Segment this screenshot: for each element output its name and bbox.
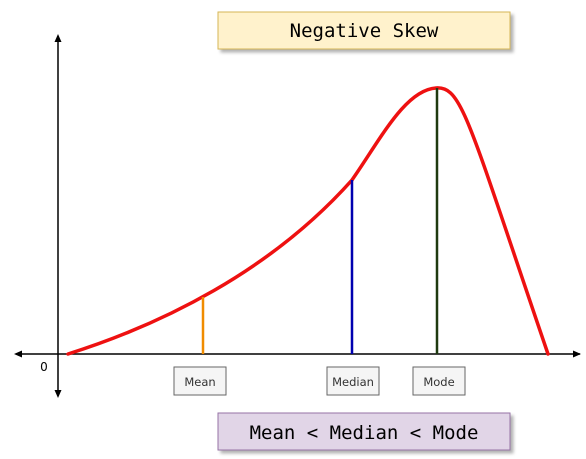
origin-label: 0: [40, 360, 48, 374]
mode-label: Mode: [423, 375, 454, 389]
x-axis-right-arrow: [573, 351, 581, 358]
y-axis-top-arrow: [55, 34, 62, 42]
relation-box: Mean < Median < Mode: [218, 413, 510, 450]
title-box: Negative Skew: [218, 12, 510, 49]
mean-label: Mean: [184, 375, 215, 389]
diagram-title: Negative Skew: [290, 20, 439, 42]
distribution-curve: [68, 88, 548, 354]
mode-label-box: Mode: [413, 367, 465, 395]
y-axis-bottom-arrow: [55, 390, 62, 398]
median-label-box: Median: [327, 367, 379, 395]
mean-label-box: Mean: [174, 367, 226, 395]
median-label: Median: [332, 375, 374, 389]
relation-text: Mean < Median < Mode: [250, 422, 479, 444]
x-axis-left-arrow: [14, 351, 22, 358]
